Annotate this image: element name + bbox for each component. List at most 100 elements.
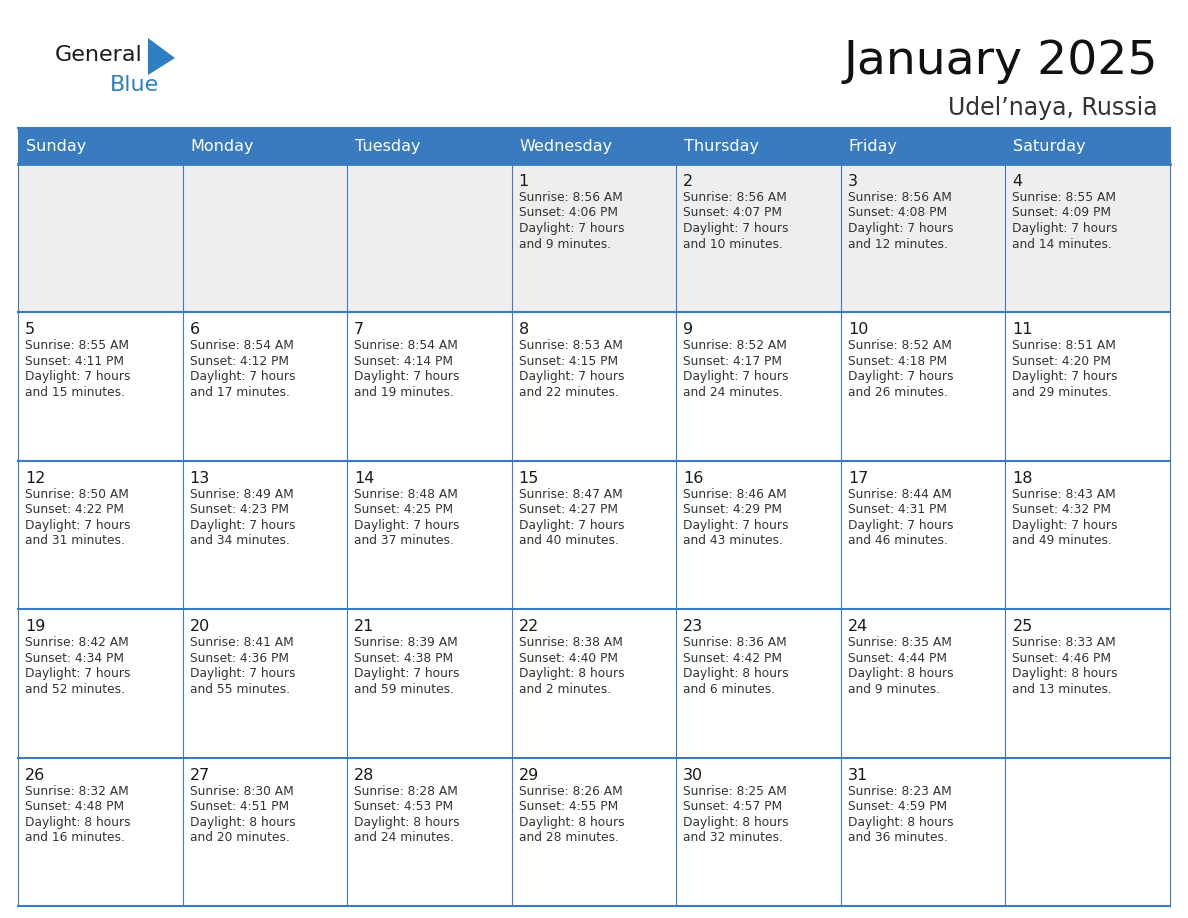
Bar <box>841 164 1005 312</box>
Text: Sunrise: 8:55 AM: Sunrise: 8:55 AM <box>25 340 129 353</box>
Text: Sunset: 4:46 PM: Sunset: 4:46 PM <box>1012 652 1112 665</box>
Text: and 43 minutes.: and 43 minutes. <box>683 534 783 547</box>
Bar <box>512 461 676 610</box>
Text: Blue: Blue <box>110 75 159 95</box>
Text: and 19 minutes.: and 19 minutes. <box>354 386 454 399</box>
Text: 23: 23 <box>683 620 703 634</box>
Text: Sunset: 4:42 PM: Sunset: 4:42 PM <box>683 652 782 665</box>
Text: Daylight: 7 hours: Daylight: 7 hours <box>190 667 295 680</box>
Text: 5: 5 <box>25 322 36 338</box>
Text: Daylight: 7 hours: Daylight: 7 hours <box>25 370 131 384</box>
Bar <box>1005 757 1170 906</box>
Text: and 37 minutes.: and 37 minutes. <box>354 534 454 547</box>
Text: Sunrise: 8:39 AM: Sunrise: 8:39 AM <box>354 636 457 649</box>
Text: 3: 3 <box>848 174 858 189</box>
Text: Sunset: 4:11 PM: Sunset: 4:11 PM <box>25 355 124 368</box>
Bar <box>1005 461 1170 610</box>
Text: and 24 minutes.: and 24 minutes. <box>354 831 454 844</box>
Text: Sunset: 4:55 PM: Sunset: 4:55 PM <box>519 800 618 813</box>
Bar <box>18 312 183 461</box>
Text: and 16 minutes.: and 16 minutes. <box>25 831 125 844</box>
Text: Sunrise: 8:33 AM: Sunrise: 8:33 AM <box>1012 636 1117 649</box>
Text: Sunset: 4:53 PM: Sunset: 4:53 PM <box>354 800 454 813</box>
Bar <box>676 312 841 461</box>
Bar <box>676 757 841 906</box>
Text: Daylight: 7 hours: Daylight: 7 hours <box>190 519 295 532</box>
Bar <box>347 128 512 164</box>
Text: 16: 16 <box>683 471 703 486</box>
Text: Sunrise: 8:44 AM: Sunrise: 8:44 AM <box>848 487 952 501</box>
Text: Sunset: 4:15 PM: Sunset: 4:15 PM <box>519 355 618 368</box>
Text: January 2025: January 2025 <box>843 39 1158 84</box>
Text: Sunrise: 8:54 AM: Sunrise: 8:54 AM <box>354 340 459 353</box>
Text: Sunrise: 8:51 AM: Sunrise: 8:51 AM <box>1012 340 1117 353</box>
Text: Sunrise: 8:30 AM: Sunrise: 8:30 AM <box>190 785 293 798</box>
Text: Sunrise: 8:47 AM: Sunrise: 8:47 AM <box>519 487 623 501</box>
Text: 7: 7 <box>354 322 365 338</box>
Bar <box>183 164 347 312</box>
Text: Sunset: 4:48 PM: Sunset: 4:48 PM <box>25 800 124 813</box>
Text: Sunrise: 8:36 AM: Sunrise: 8:36 AM <box>683 636 786 649</box>
Text: 8: 8 <box>519 322 529 338</box>
Text: Sunset: 4:17 PM: Sunset: 4:17 PM <box>683 355 782 368</box>
Text: 26: 26 <box>25 767 45 783</box>
Bar <box>18 757 183 906</box>
Text: Daylight: 7 hours: Daylight: 7 hours <box>848 222 953 235</box>
Text: Sunrise: 8:46 AM: Sunrise: 8:46 AM <box>683 487 786 501</box>
Text: Sunset: 4:34 PM: Sunset: 4:34 PM <box>25 652 124 665</box>
Text: Sunset: 4:31 PM: Sunset: 4:31 PM <box>848 503 947 516</box>
Text: Sunset: 4:51 PM: Sunset: 4:51 PM <box>190 800 289 813</box>
Text: Sunrise: 8:50 AM: Sunrise: 8:50 AM <box>25 487 128 501</box>
Text: Daylight: 8 hours: Daylight: 8 hours <box>190 815 295 829</box>
Text: 21: 21 <box>354 620 374 634</box>
Text: Sunrise: 8:53 AM: Sunrise: 8:53 AM <box>519 340 623 353</box>
Text: and 17 minutes.: and 17 minutes. <box>190 386 290 399</box>
Text: Daylight: 8 hours: Daylight: 8 hours <box>848 815 954 829</box>
Text: Sunrise: 8:52 AM: Sunrise: 8:52 AM <box>848 340 952 353</box>
Text: Daylight: 7 hours: Daylight: 7 hours <box>354 667 460 680</box>
Bar <box>512 610 676 757</box>
Text: Daylight: 8 hours: Daylight: 8 hours <box>683 815 789 829</box>
Text: Daylight: 8 hours: Daylight: 8 hours <box>683 667 789 680</box>
Text: and 29 minutes.: and 29 minutes. <box>1012 386 1112 399</box>
Text: Sunrise: 8:35 AM: Sunrise: 8:35 AM <box>848 636 952 649</box>
Bar <box>183 610 347 757</box>
Text: Sunset: 4:08 PM: Sunset: 4:08 PM <box>848 207 947 219</box>
Bar <box>183 312 347 461</box>
Text: Sunset: 4:32 PM: Sunset: 4:32 PM <box>1012 503 1112 516</box>
Text: Sunset: 4:29 PM: Sunset: 4:29 PM <box>683 503 782 516</box>
Text: Sunset: 4:09 PM: Sunset: 4:09 PM <box>1012 207 1112 219</box>
Bar <box>18 610 183 757</box>
Text: Sunset: 4:44 PM: Sunset: 4:44 PM <box>848 652 947 665</box>
Bar <box>1005 312 1170 461</box>
Text: Daylight: 7 hours: Daylight: 7 hours <box>1012 370 1118 384</box>
Text: Sunrise: 8:56 AM: Sunrise: 8:56 AM <box>848 191 952 204</box>
Text: Sunset: 4:57 PM: Sunset: 4:57 PM <box>683 800 783 813</box>
Text: Sunrise: 8:38 AM: Sunrise: 8:38 AM <box>519 636 623 649</box>
Text: Sunset: 4:22 PM: Sunset: 4:22 PM <box>25 503 124 516</box>
Bar <box>18 164 183 312</box>
Text: and 24 minutes.: and 24 minutes. <box>683 386 783 399</box>
Text: 27: 27 <box>190 767 210 783</box>
Text: 30: 30 <box>683 767 703 783</box>
Text: Daylight: 7 hours: Daylight: 7 hours <box>683 222 789 235</box>
Text: 28: 28 <box>354 767 374 783</box>
Text: Sunrise: 8:48 AM: Sunrise: 8:48 AM <box>354 487 459 501</box>
Bar <box>183 128 347 164</box>
Text: Sunrise: 8:23 AM: Sunrise: 8:23 AM <box>848 785 952 798</box>
Text: Daylight: 7 hours: Daylight: 7 hours <box>354 370 460 384</box>
Text: Daylight: 7 hours: Daylight: 7 hours <box>25 667 131 680</box>
Bar <box>841 610 1005 757</box>
Text: Daylight: 8 hours: Daylight: 8 hours <box>1012 667 1118 680</box>
Text: and 13 minutes.: and 13 minutes. <box>1012 683 1112 696</box>
Text: Thursday: Thursday <box>684 139 759 153</box>
Bar <box>512 312 676 461</box>
Bar <box>347 164 512 312</box>
Bar <box>1005 128 1170 164</box>
Text: 19: 19 <box>25 620 45 634</box>
Text: and 22 minutes.: and 22 minutes. <box>519 386 619 399</box>
Text: and 36 minutes.: and 36 minutes. <box>848 831 948 844</box>
Text: Daylight: 7 hours: Daylight: 7 hours <box>25 519 131 532</box>
Bar <box>347 610 512 757</box>
Text: Daylight: 8 hours: Daylight: 8 hours <box>354 815 460 829</box>
